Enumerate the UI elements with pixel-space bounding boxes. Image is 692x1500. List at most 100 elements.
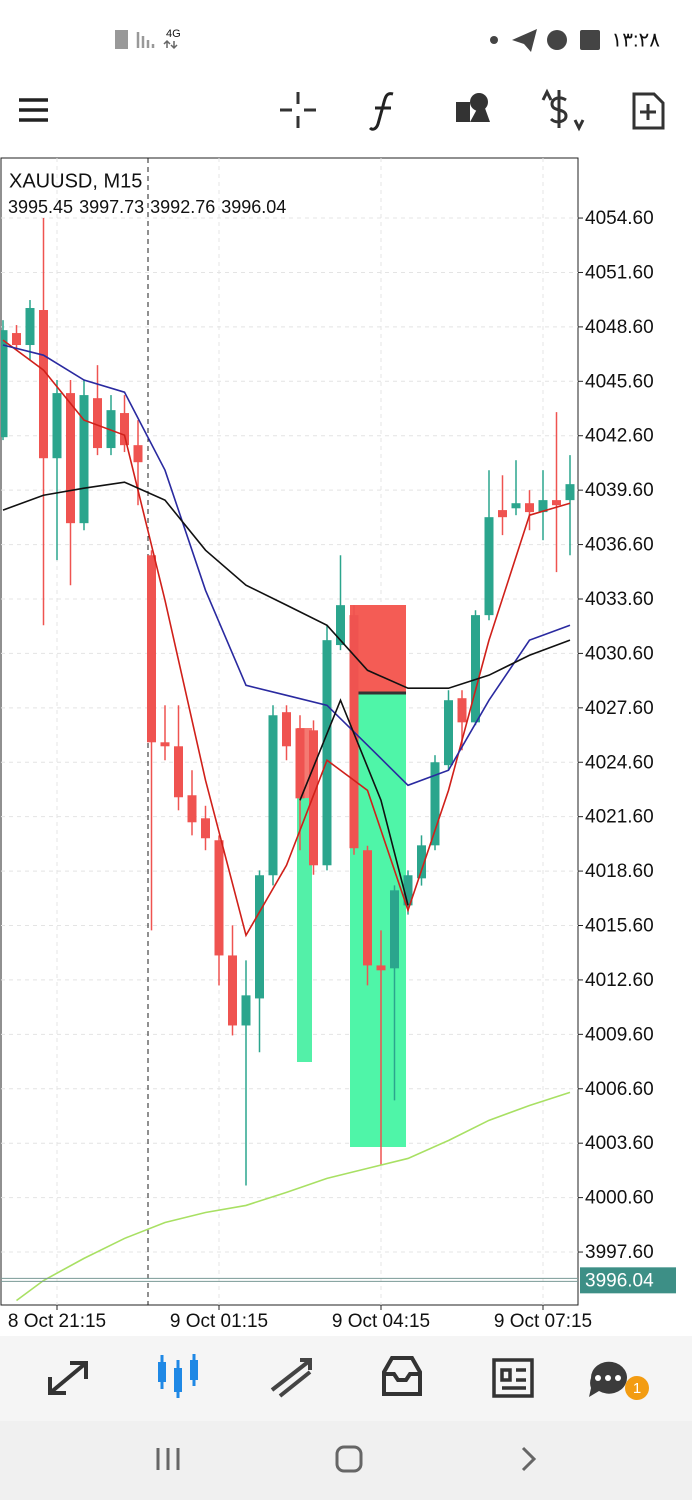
history-tab[interactable] — [382, 1356, 422, 1396]
y-tick-label: 4054.60 — [585, 208, 654, 229]
back-button[interactable] — [521, 1446, 537, 1472]
indicator-line — [2, 339, 571, 938]
price-label: 3996.04 — [585, 1270, 654, 1291]
ohlc-value: 3997.73 — [79, 197, 144, 217]
candle-body — [228, 955, 237, 1026]
candle-body — [106, 410, 116, 449]
status-bar: 4G ۱۳:۲۸ — [115, 28, 660, 52]
y-tick-label: 4039.60 — [585, 480, 654, 501]
candle-body — [538, 500, 548, 513]
trade-button[interactable] — [541, 88, 585, 132]
y-tick-label: 4042.60 — [585, 426, 654, 447]
ohlc-value: 3996.04 — [221, 197, 286, 217]
quotes-tab[interactable] — [48, 1361, 88, 1395]
candle-body — [25, 308, 35, 346]
badge — [625, 1376, 649, 1400]
candle-body — [147, 555, 156, 743]
candle-body — [417, 845, 426, 879]
candle-body — [471, 615, 480, 723]
grid — [1, 158, 578, 1305]
indicator-line — [299, 698, 409, 906]
candle-body — [255, 875, 264, 999]
home-button[interactable] — [335, 1445, 363, 1473]
y-tick-label: 4045.60 — [585, 371, 654, 392]
indicator-line — [2, 344, 571, 787]
network-label: 4G — [166, 28, 181, 40]
price-label-box — [580, 1267, 676, 1294]
candle-body — [376, 965, 386, 971]
indicators-button[interactable] — [368, 92, 394, 131]
position-loss-zone — [350, 605, 406, 693]
candle-body — [241, 995, 251, 1026]
badge-count: 1 — [633, 1380, 641, 1397]
x-tick-label: 9 Oct 07:15 — [494, 1311, 592, 1332]
position-profit-zone — [297, 798, 312, 1062]
y-tick-label: 4009.60 — [585, 1024, 654, 1045]
candle-body — [201, 818, 210, 839]
plot-frame — [0, 157, 579, 1306]
ohlc-value: 3992.76 — [150, 197, 215, 217]
candle-body — [444, 700, 453, 766]
y-tick-label: 4048.60 — [585, 317, 654, 338]
clock: ۱۳:۲۸ — [611, 29, 660, 51]
symbol-title: XAUUSD, M15 — [9, 170, 142, 192]
y-tick-label: 3997.60 — [585, 1242, 654, 1263]
candle-body — [430, 762, 440, 846]
gallery-icon — [580, 30, 600, 50]
candle-body — [93, 398, 102, 449]
signal-icon — [136, 32, 155, 48]
candle-body — [39, 310, 48, 459]
y-tick-label: 4024.60 — [585, 752, 654, 773]
ohlc-header: 3995.45 3997.73 3992.76 3996.04 — [8, 197, 286, 217]
y-tick-label: 4015.60 — [585, 916, 654, 937]
candle-body — [363, 850, 372, 966]
candle-body — [511, 503, 521, 509]
x-tick-label: 9 Oct 01:15 — [170, 1311, 268, 1332]
trade-tab[interactable] — [270, 1358, 312, 1398]
candle-body — [268, 715, 278, 876]
app-icon — [547, 30, 567, 50]
candle-body — [66, 393, 75, 524]
candle-body — [133, 445, 143, 463]
toolbar — [19, 88, 665, 132]
candle-body — [336, 605, 345, 646]
y-tick-label: 4000.60 — [585, 1188, 654, 1209]
y-tick-label: 4051.60 — [585, 262, 654, 283]
candle-body — [187, 795, 197, 823]
y-tick-label: 4018.60 — [585, 861, 654, 882]
candle-body — [390, 890, 399, 969]
candle-body — [52, 393, 62, 459]
ohlc-value: 3995.45 — [8, 197, 73, 217]
x-tick-label: 9 Oct 04:15 — [332, 1311, 430, 1332]
new-order-button[interactable] — [632, 92, 665, 130]
dot-icon — [490, 36, 498, 44]
menu-button[interactable] — [19, 98, 48, 122]
indicator-line — [16, 1091, 571, 1302]
news-tab[interactable] — [492, 1358, 534, 1398]
candle-body — [498, 510, 507, 518]
y-tick-label: 4036.60 — [585, 535, 654, 556]
candle-body — [309, 730, 318, 866]
candle-body — [160, 742, 170, 747]
indicator-line — [2, 481, 571, 690]
candle-body — [174, 746, 183, 798]
chart-tab[interactable] — [158, 1354, 198, 1398]
candle-body — [214, 840, 224, 956]
tab-bar — [0, 1336, 692, 1421]
recents-button[interactable] — [156, 1448, 180, 1470]
system-nav — [0, 1421, 692, 1500]
y-tick-label: 4030.60 — [585, 643, 654, 664]
plot-area — [1, 158, 575, 1305]
candle-body — [295, 728, 305, 799]
battery-icon — [115, 30, 128, 49]
y-tick-label: 4006.60 — [585, 1079, 654, 1100]
candle-body — [282, 712, 291, 747]
candle-body — [457, 698, 467, 723]
crosshair-button[interactable] — [280, 92, 316, 128]
candle-body — [484, 517, 494, 616]
y-tick-label: 4012.60 — [585, 970, 654, 991]
y-tick-label: 4003.60 — [585, 1133, 654, 1154]
tab-bar-icons: 1 — [48, 1354, 649, 1400]
